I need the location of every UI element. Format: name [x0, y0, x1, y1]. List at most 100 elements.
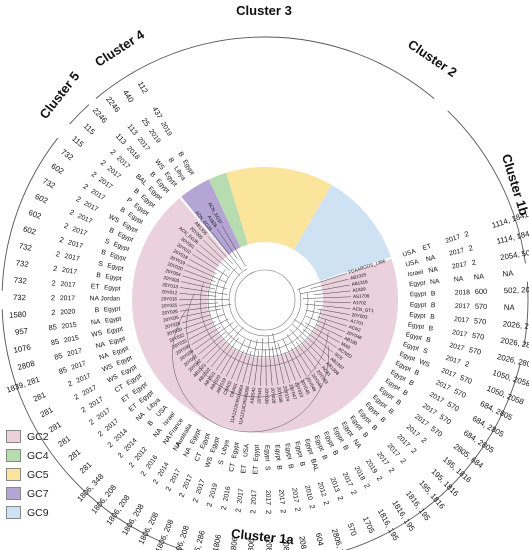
ring-types-label: NA [502, 268, 515, 278]
legend-label-gc7: GC7 [27, 487, 49, 500]
ring-st-label: 2 [87, 417, 96, 427]
tree-arc [207, 274, 322, 358]
tip-label: A1826 [207, 214, 219, 228]
tree-arc [214, 269, 316, 351]
ring-year-label: 2017 [455, 303, 471, 310]
ring-source-label: CT [228, 462, 237, 472]
ring-types-label: 2026, 2807 [502, 319, 529, 332]
tree-branch [313, 290, 351, 296]
cluster-label-4: Cluster 4 [92, 26, 147, 69]
ring-source-label: B [401, 389, 409, 398]
ring-source-label: B [428, 325, 434, 333]
tree-branch [317, 308, 350, 315]
ring-st-label: 2 [219, 505, 229, 511]
tip-label: 20Y031 [171, 338, 188, 350]
ring-st-label: 2 [51, 293, 55, 302]
tree-branch [179, 293, 217, 297]
ring-source-label: NA [95, 341, 106, 350]
ring-source-label: NA [183, 446, 194, 458]
ring-country-label: Egypt [409, 280, 426, 289]
ring-country-label: Egypt [107, 262, 125, 272]
ring-types-label: 1580 [9, 310, 28, 320]
ring-st-label: 570 [474, 316, 487, 326]
ring-st-label: 2 [109, 147, 118, 156]
ring-types-label: 502, 2054 [504, 285, 529, 295]
ring-country-label: Egypt [109, 251, 127, 262]
tree-branch [184, 269, 216, 282]
tip-label: CRA02 [222, 380, 233, 396]
tree-branch [182, 275, 227, 289]
tree-branch [267, 335, 273, 386]
ring-source-label: S [98, 260, 104, 268]
ring-st-label: 570 [453, 386, 468, 399]
cluster-label-2: Cluster 2 [405, 36, 460, 80]
tree-branch [211, 232, 243, 271]
ring-source-label: ET [91, 283, 100, 291]
ring-source-label: B [176, 151, 185, 159]
ring-source-label: B [387, 408, 395, 417]
tip-label: 20Y003 [351, 312, 368, 320]
ring-year-label: 2019 [147, 128, 161, 145]
ring-year-label: 2017 [251, 489, 259, 505]
legend-item-gc4: GC4 [6, 447, 76, 464]
ring-country-label: Egypt [106, 325, 124, 335]
tree-branch [292, 324, 330, 358]
ring-source-label: B [394, 399, 402, 408]
ring-source-label: B [108, 227, 115, 235]
ring-year-label: 2017 [88, 396, 105, 410]
ring-source-label: BAL [134, 173, 148, 187]
tree-branch [225, 339, 246, 377]
tip-label: 20Y045 [300, 379, 311, 396]
ring-types-label: 208, 1806 [226, 537, 239, 550]
tree-branch [286, 334, 312, 373]
ring-types-label: 602 [50, 161, 66, 176]
tree-branch [221, 225, 246, 267]
ring-st-label: 2 [279, 509, 288, 514]
gc7-sector [181, 179, 241, 255]
ring-types-label: 281 [39, 405, 55, 419]
tip-label: 20Y019 [169, 255, 186, 266]
ring-st-label: 2 [51, 278, 56, 287]
ring-country-label: Egypt [105, 273, 122, 282]
ring-year-label: 2019 [364, 458, 378, 475]
ring-st-label: 600 [475, 287, 488, 296]
ring-country-label: Egypt [402, 341, 420, 353]
ring-types-label: 208, 1806 [264, 539, 274, 550]
ring-st-label: 2 [75, 194, 83, 204]
ring-st-label: 2 [409, 446, 418, 455]
ring-source-label: B [298, 461, 306, 467]
ring-year-label: 2020 [60, 308, 76, 316]
ring-st-label: 2 [177, 491, 187, 498]
tree-branch [185, 321, 216, 335]
cluster-2-arc [447, 110, 526, 264]
legend-item-gc2: GC2 [6, 428, 76, 445]
ring-st-label: 85 [53, 351, 63, 362]
tree-branch [260, 337, 264, 386]
ring-year-label: 2018 [125, 145, 140, 161]
cluster-1b-arc [523, 281, 529, 346]
ring-types-label: 112 [136, 80, 150, 95]
tree-branch [305, 309, 349, 321]
ring-types-label: 1839, 281 [5, 375, 41, 395]
ring-country-label: Egypt [407, 321, 425, 331]
tree-branch [304, 322, 340, 343]
ring-country-label: Egypt [293, 441, 303, 459]
tree-branch [297, 273, 347, 290]
ring-country-label: Libya [220, 439, 231, 456]
ring-source-label: NA [152, 427, 164, 439]
ring-types-label: 732 [15, 258, 29, 269]
ring-st-label: NA [473, 272, 484, 282]
ring-year-label: 2015 [61, 322, 77, 331]
ring-st-label: 570 [475, 302, 488, 311]
ring-st-label: 2 [151, 478, 161, 486]
ring-year-label: 2012 [134, 446, 149, 462]
tip-label: CRA01 [229, 382, 239, 398]
ring-country-label: Egypt [410, 291, 427, 299]
ring-source-label: B [407, 379, 415, 388]
ring-source-label: B [287, 464, 295, 470]
ring-st-label: 570 [459, 373, 474, 386]
ring-year-label: 2017 [375, 451, 390, 467]
tree-branch [300, 284, 350, 294]
tree-branch [271, 346, 279, 386]
